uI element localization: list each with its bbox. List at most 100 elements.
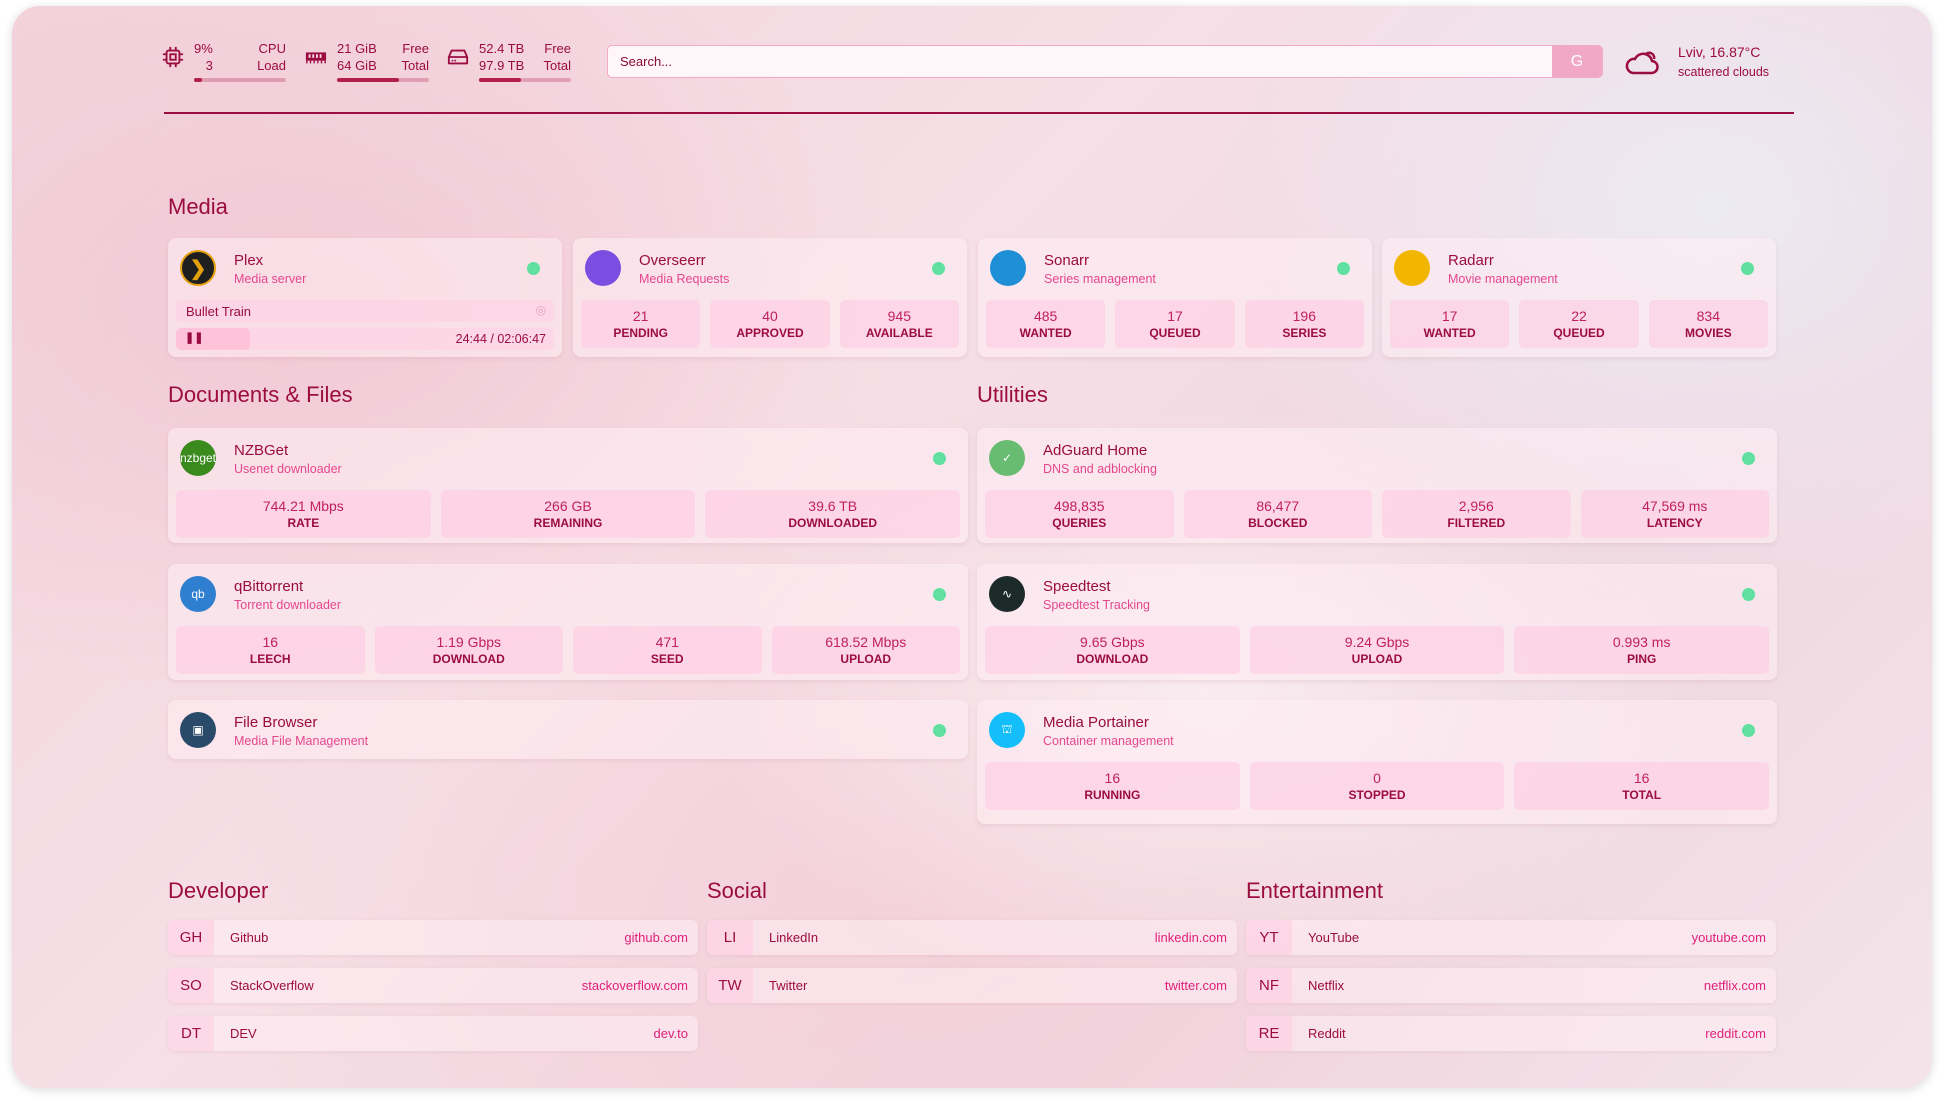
status-dot bbox=[527, 262, 540, 275]
qbittorrent-icon: qb bbox=[180, 576, 216, 612]
stat-box: 618.52 Mbps UPLOAD bbox=[771, 626, 960, 674]
stats-row: 485 WANTED 17 QUEUED 196 SERIES bbox=[986, 300, 1364, 348]
stat-value: 618.52 Mbps bbox=[825, 634, 907, 650]
bookmark-url[interactable]: twitter.com bbox=[1164, 978, 1227, 993]
free-label: Free bbox=[402, 41, 429, 56]
stat-value: 9.65 Gbps bbox=[1080, 634, 1145, 650]
bookmark-linkedin[interactable]: LI LinkedIn linkedin.com bbox=[707, 920, 1237, 955]
stat-box: 40 APPROVED bbox=[710, 300, 830, 348]
stat-label: DOWNLOAD bbox=[432, 652, 505, 666]
stat-value: 0.993 ms bbox=[1612, 634, 1671, 650]
bookmark-reddit[interactable]: RE Reddit reddit.com bbox=[1246, 1016, 1776, 1051]
service-card-speedtest[interactable]: ∿ Speedtest Speedtest Tracking 9.65 Gbps… bbox=[977, 564, 1777, 680]
stat-box: 16 RUNNING bbox=[985, 762, 1240, 810]
bookmark-abbr: RE bbox=[1246, 1016, 1292, 1051]
bookmark-url[interactable]: github.com bbox=[624, 930, 688, 945]
service-card-qbittorrent[interactable]: qb qBittorrent Torrent downloader 16 LEEC… bbox=[168, 564, 968, 680]
stat-value: 2,956 bbox=[1458, 498, 1494, 514]
bookmark-url[interactable]: netflix.com bbox=[1703, 978, 1766, 993]
stat-box: 16 LEECH bbox=[176, 626, 365, 674]
bookmark-github[interactable]: GH Github github.com bbox=[168, 920, 698, 955]
search-provider-button[interactable]: G bbox=[1552, 46, 1602, 77]
service-title: qBittorrent bbox=[234, 578, 304, 595]
stats-row: 16 RUNNING 0 STOPPED 16 TOTAL bbox=[985, 762, 1770, 810]
stat-box: 16 TOTAL bbox=[1514, 762, 1770, 810]
bookmark-url[interactable]: dev.to bbox=[653, 1026, 688, 1041]
service-card-sonarr[interactable]: Sonarr Series management 485 WANTED 17 QUEU… bbox=[978, 238, 1372, 357]
service-card-radarr[interactable]: Radarr Movie management 17 WANTED 22 QUEUED… bbox=[1382, 238, 1776, 357]
bookmark-url[interactable]: linkedin.com bbox=[1154, 930, 1227, 945]
stat-box: 39.6 TB DOWNLOADED bbox=[705, 490, 961, 538]
service-subtitle: Media server bbox=[234, 272, 307, 286]
service-card-overseerr[interactable]: Overseerr Media Requests 21 PENDING 40 APPR… bbox=[573, 238, 967, 357]
bookmark-name: Twitter bbox=[769, 978, 808, 993]
stats-row: 744.21 Mbps RATE 266 GB REMAINING 39.6 TB DOW… bbox=[176, 490, 961, 538]
service-card-nzbget[interactable]: nzbget NZBGet Usenet downloader 744.21 M… bbox=[168, 428, 968, 543]
section-title-developer: Developer bbox=[168, 878, 269, 903]
bookmark-netflix[interactable]: NF Netflix netflix.com bbox=[1246, 968, 1776, 1003]
stat-label: MOVIES bbox=[1684, 326, 1732, 340]
section-title-entertainment: Entertainment bbox=[1246, 878, 1383, 903]
section-title-utilities: Utilities bbox=[977, 382, 1048, 407]
bookmark-name: Netflix bbox=[1308, 978, 1345, 993]
stats-row: 9.65 Gbps DOWNLOAD 9.24 Gbps UPLOAD 0.993 ms… bbox=[985, 626, 1770, 674]
stat-label: FILTERED bbox=[1447, 516, 1506, 530]
stats-row: 17 WANTED 22 QUEUED 834 MOVIES bbox=[1390, 300, 1768, 348]
now-playing-title: Bullet Train bbox=[186, 304, 252, 319]
bookmark-youtube[interactable]: YT YouTube youtube.com bbox=[1246, 920, 1776, 955]
section-title-documents: Documents & Files bbox=[168, 382, 353, 407]
stat-box: 9.24 Gbps UPLOAD bbox=[1249, 626, 1505, 674]
free-label: Free bbox=[544, 41, 571, 56]
bookmark-url[interactable]: reddit.com bbox=[1705, 1026, 1766, 1041]
memory-total: 64 GiB bbox=[337, 58, 377, 73]
bookmark-abbr: SO bbox=[168, 968, 214, 1003]
stat-label: QUEUED bbox=[1553, 326, 1605, 340]
stat-box: 834 MOVIES bbox=[1648, 300, 1768, 348]
bookmark-twitter[interactable]: TW Twitter twitter.com bbox=[707, 968, 1237, 1003]
stat-value: 86,477 bbox=[1256, 498, 1300, 514]
file-browser-icon: ▣ bbox=[180, 712, 216, 748]
stat-label: UPLOAD bbox=[840, 652, 892, 666]
stat-label: AVAILABLE bbox=[865, 326, 933, 340]
status-dot bbox=[933, 452, 946, 465]
bookmark-dev[interactable]: DT DEV dev.to bbox=[168, 1016, 698, 1051]
bookmark-url[interactable]: youtube.com bbox=[1691, 930, 1766, 945]
service-card-media-portainer[interactable]: ⛫ Media Portainer Container management 1… bbox=[977, 700, 1777, 824]
stat-box: 17 WANTED bbox=[1390, 300, 1510, 348]
playback-progress[interactable]: ❚❚ 24:44 / 02:06:47 bbox=[176, 328, 554, 350]
stat-value: 17 bbox=[1441, 308, 1458, 324]
stat-label: PING bbox=[1627, 652, 1657, 666]
service-card-plex[interactable]: ❯ Plex Media server Bullet Train ◎ ❚❚ 24… bbox=[168, 238, 562, 357]
pause-icon[interactable]: ❚❚ bbox=[185, 332, 204, 344]
search-input[interactable] bbox=[608, 54, 1552, 69]
bookmark-name: DEV bbox=[230, 1026, 257, 1041]
cpu-icon bbox=[162, 46, 184, 68]
stat-value: 196 bbox=[1292, 308, 1316, 324]
service-subtitle: Movie management bbox=[1448, 272, 1558, 286]
memory-bar bbox=[337, 78, 429, 82]
service-card-file-browser[interactable]: ▣ File Browser Media File Management bbox=[168, 700, 968, 759]
stat-box: 47,569 ms LATENCY bbox=[1580, 490, 1769, 538]
weather-condition: scattered clouds bbox=[1678, 65, 1770, 79]
stat-label: LATENCY bbox=[1646, 516, 1703, 530]
stat-label: RATE bbox=[287, 516, 320, 530]
header-divider bbox=[164, 112, 1794, 114]
bookmark-url[interactable]: stackoverflow.com bbox=[581, 978, 688, 993]
disk-widget: 52.4 TB 97.9 TB Free Total bbox=[447, 40, 571, 82]
service-title: Plex bbox=[234, 252, 264, 269]
stat-box: 9.65 Gbps DOWNLOAD bbox=[985, 626, 1240, 674]
stat-value: 16 bbox=[1633, 770, 1650, 786]
stat-box: 266 GB REMAINING bbox=[440, 490, 696, 538]
bookmark-abbr: LI bbox=[707, 920, 753, 955]
stat-value: 47,569 ms bbox=[1642, 498, 1708, 514]
cpu-bar bbox=[194, 78, 286, 82]
hard-drive-icon bbox=[447, 49, 469, 65]
stat-value: 945 bbox=[887, 308, 911, 324]
stat-value: 266 GB bbox=[544, 498, 592, 514]
memory-widget: 21 GiB 64 GiB Free Total bbox=[305, 40, 429, 82]
bookmark-stackoverflow[interactable]: SO StackOverflow stackoverflow.com bbox=[168, 968, 698, 1003]
stat-label: SERIES bbox=[1282, 326, 1327, 340]
memory-icon bbox=[305, 52, 327, 64]
weather-location: Lviv, 16.87°C bbox=[1678, 44, 1761, 60]
service-card-adguard-home[interactable]: ✓ AdGuard Home DNS and adblocking 498,83… bbox=[977, 428, 1777, 543]
